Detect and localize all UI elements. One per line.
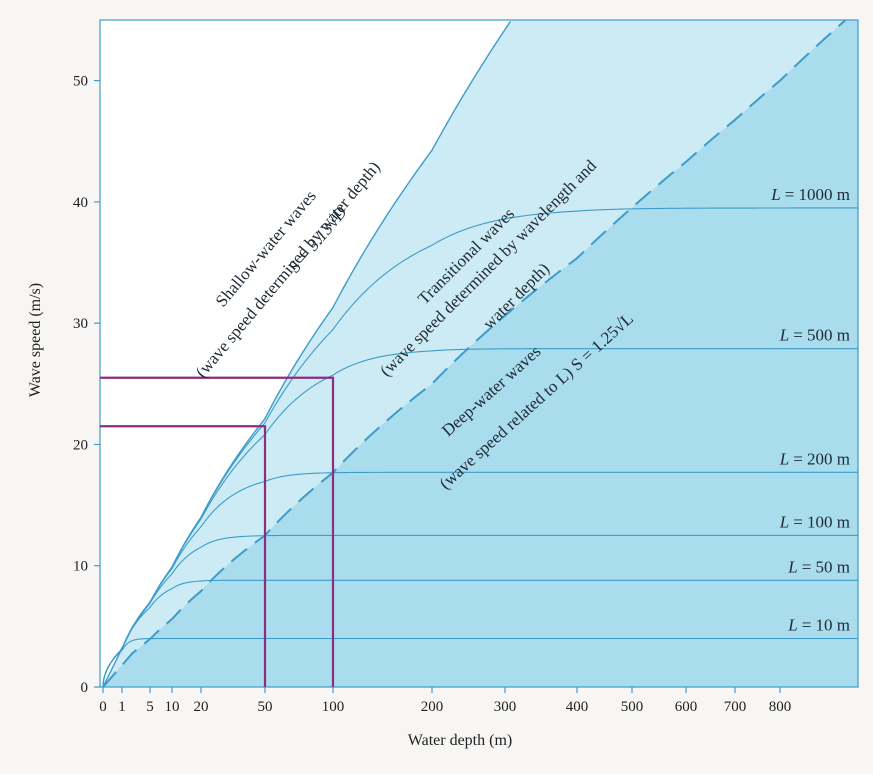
deep-zone-fill [100,20,858,687]
y-tick-label-20: 20 [73,437,88,453]
reference-line-100 [100,376,335,687]
x-axis-title: Water depth (m) [408,732,512,749]
x-tick-label-600: 600 [675,699,698,715]
y-axis-title: Wave speed (m/s) [27,283,44,397]
shallow-water-line [102,20,511,688]
x-tick-label-300: 300 [494,699,517,715]
y-tick-label-10: 10 [73,559,88,575]
deep-water-line [102,19,846,688]
x-tick-label-50: 50 [258,699,273,715]
reference-line-50 [100,425,267,687]
x-tick-label-20: 20 [194,699,209,715]
x-tick-label-700: 700 [724,699,747,715]
x-tick-label-800: 800 [769,699,792,715]
x-tick-label-10: 10 [165,699,180,715]
x-tick-label-500: 500 [621,699,644,715]
wavelength-label-200: L = 200 m [779,449,850,468]
wavelength-curve-50 [102,579,858,688]
y-tick-label-30: 30 [73,316,88,332]
x-tick-label-100: 100 [322,699,345,715]
plot-frame [99,19,859,688]
x-tick-label-200: 200 [421,699,444,715]
transitional-zone-fill [103,20,858,687]
x-tick-label-1: 1 [118,699,126,715]
wavelength-label-1000: L = 1000 m [770,185,850,204]
wavelength-curve-10 [102,637,858,688]
y-tick-label-0: 0 [81,680,89,696]
wavelength-curve-200 [102,471,858,688]
wavelength-label-100: L = 100 m [779,512,850,531]
y-tick-label-50: 50 [73,74,88,90]
x-tick-label-5: 5 [146,699,154,715]
wavelength-label-500: L = 500 m [779,326,850,345]
x-tick-label-0: 0 [99,699,107,715]
y-tick-label-40: 40 [73,195,88,211]
wavelength-label-10: L = 10 m [787,615,850,634]
wavelength-label-50: L = 50 m [787,557,850,576]
x-tick-label-400: 400 [566,699,589,715]
wavelength-curve-100 [102,534,858,688]
